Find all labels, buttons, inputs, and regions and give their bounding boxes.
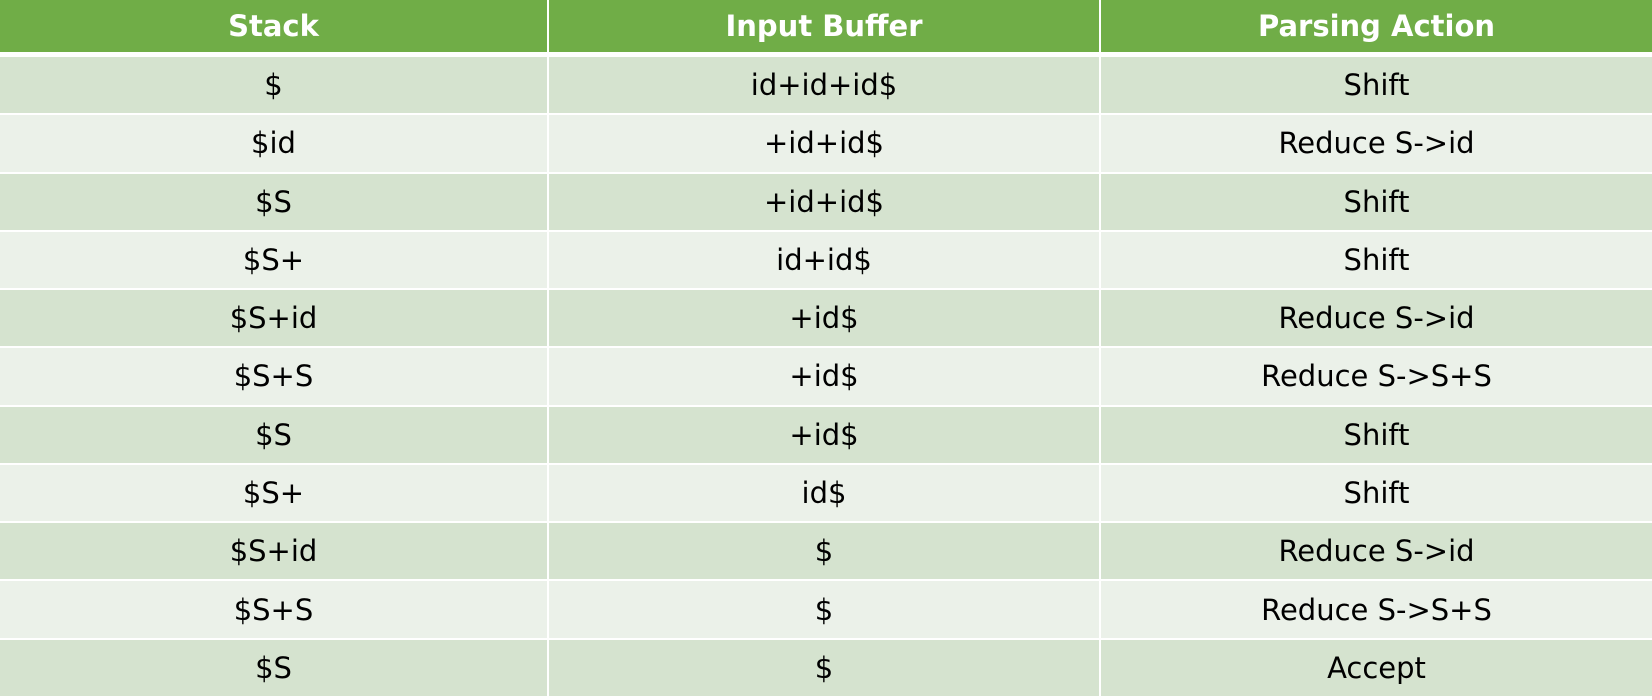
input-buffer-cell: +id$ [549, 348, 1101, 407]
input-buffer-cell: +id$ [549, 290, 1101, 349]
stack-cell: $S+id [0, 290, 549, 349]
input-buffer-cell: id+id+id$ [549, 57, 1101, 116]
parsing-action-cell: Accept [1101, 639, 1652, 698]
input-buffer-cell: id+id$ [549, 231, 1101, 291]
parsing-action-cell: Shift [1101, 57, 1652, 116]
parsing-action-cell: Shift [1101, 173, 1652, 232]
stack-cell: $S+S [0, 581, 549, 640]
parsing-action-cell: Shift [1101, 464, 1652, 524]
header-stack: Stack [0, 0, 549, 57]
stack-cell: $S [0, 173, 549, 232]
parsing-action-cell: Reduce S->id [1101, 115, 1652, 174]
stack-cell: $id [0, 115, 549, 174]
input-buffer-cell: $ [549, 581, 1101, 640]
input-buffer-cell: +id+id$ [549, 115, 1101, 174]
parsing-action-cell: Shift [1101, 406, 1652, 465]
stack-cell: $S [0, 406, 549, 465]
stack-cell: $ [0, 57, 549, 116]
stack-cell: $S+ [0, 464, 549, 524]
stack-cell: $S [0, 639, 549, 698]
parsing-action-cell: Shift [1101, 231, 1652, 291]
header-parsing-action: Parsing Action [1101, 0, 1652, 57]
parsing-action-cell: Reduce S->S+S [1101, 581, 1652, 640]
stack-cell: $S+id [0, 523, 549, 582]
header-input-buffer: Input Buffer [549, 0, 1101, 57]
input-buffer-cell: +id+id$ [549, 173, 1101, 232]
parsing-action-cell: Reduce S->id [1101, 523, 1652, 582]
input-buffer-cell: $ [549, 639, 1101, 698]
stack-cell: $S+S [0, 348, 549, 407]
parsing-action-cell: Reduce S->id [1101, 290, 1652, 349]
input-buffer-cell: $ [549, 523, 1101, 582]
stack-cell: $S+ [0, 231, 549, 291]
input-buffer-cell: id$ [549, 464, 1101, 524]
input-buffer-cell: +id$ [549, 406, 1101, 465]
parsing-action-cell: Reduce S->S+S [1101, 348, 1652, 407]
